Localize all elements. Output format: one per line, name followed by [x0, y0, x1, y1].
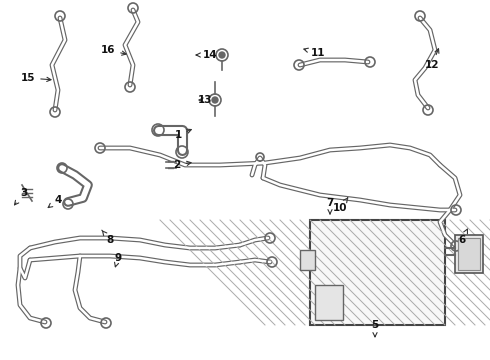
Text: 16: 16 — [101, 45, 126, 55]
Text: 7: 7 — [326, 198, 334, 214]
Bar — [455, 235, 483, 273]
Text: 9: 9 — [115, 253, 122, 267]
Circle shape — [219, 52, 225, 58]
Text: 2: 2 — [173, 160, 191, 170]
Text: 10: 10 — [333, 198, 348, 213]
Text: 3: 3 — [15, 188, 27, 205]
Circle shape — [212, 97, 218, 103]
Bar — [458, 238, 480, 270]
Bar — [310, 220, 445, 325]
Text: 11: 11 — [304, 48, 325, 58]
Bar — [315, 285, 343, 320]
Text: 4: 4 — [48, 195, 62, 208]
Text: 1: 1 — [174, 129, 191, 140]
Text: 12: 12 — [425, 49, 439, 70]
Text: 14: 14 — [196, 50, 217, 60]
Text: 5: 5 — [371, 320, 379, 337]
Text: 6: 6 — [458, 229, 467, 245]
Bar — [300, 250, 315, 270]
Text: 15: 15 — [21, 73, 51, 83]
Text: 8: 8 — [102, 230, 114, 245]
Text: 13: 13 — [198, 95, 212, 105]
